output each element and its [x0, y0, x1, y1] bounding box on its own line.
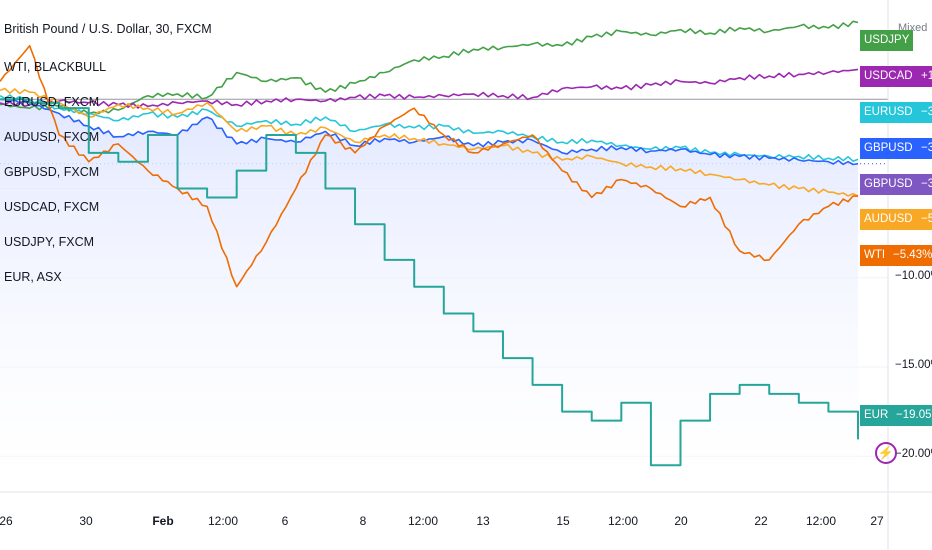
x-tick-label: 12:00 — [607, 514, 639, 528]
lightning-icon[interactable]: ⚡ — [875, 442, 897, 464]
price-badge-symbol: AUDUSD — [860, 209, 917, 230]
price-badge-symbol: WTI — [860, 245, 890, 266]
series-line-audusd — [0, 87, 859, 197]
price-badge-value: +1.67% — [917, 66, 932, 87]
price-badge-value: −5.41% — [917, 209, 932, 230]
price-badge-symbol: EURUSD — [860, 102, 917, 123]
price-badge-symbol: USDJPY — [860, 30, 914, 51]
series-line-eur — [0, 98, 859, 467]
series-layer — [0, 20, 859, 467]
x-tick-label: 6 — [281, 514, 289, 528]
main-symbol-title[interactable]: British Pound / U.S. Dollar, 30, FXCM — [4, 22, 212, 36]
legend-item[interactable]: EUR, ASX — [4, 270, 62, 284]
x-tick-label: 27 — [870, 514, 884, 528]
legend-item[interactable]: AUDUSD, FXCM — [4, 130, 100, 144]
y-tick-label: −10.00% — [895, 269, 932, 282]
legend-item[interactable]: USDJPY, FXCM — [4, 235, 95, 249]
x-tick-label: 12:00 — [805, 514, 837, 528]
y-tick-label: −20.00% — [895, 448, 932, 461]
legend-item[interactable]: GBPUSD, FXCM — [4, 165, 100, 179]
legend-item[interactable]: WTI, BLACKBULL — [4, 60, 107, 74]
price-badge-value: −3.36% — [917, 102, 932, 123]
legend-item[interactable]: USDCAD, FXCM — [4, 200, 100, 214]
x-tick-label: 8 — [359, 514, 367, 528]
x-tick-label: 13 — [476, 514, 490, 528]
series-line-wti — [0, 44, 859, 288]
x-tick-label: 26 — [0, 514, 13, 528]
price-badge-symbol: EUR — [860, 405, 893, 426]
x-tick-label: 12:00 — [207, 514, 239, 528]
price-badge-value: −19.05% — [892, 405, 932, 426]
price-badge-value: −3.61% — [917, 138, 932, 159]
price-badge-value: −5.43% — [889, 245, 932, 266]
legend-item[interactable]: EURUSD, FXCM — [4, 95, 100, 109]
x-tick-label: Feb — [152, 514, 174, 528]
series-line-usdcad — [0, 68, 859, 109]
price-badge-value: −3.61% — [917, 174, 932, 195]
x-tick-label: 22 — [754, 514, 768, 528]
price-badge-symbol: GBPUSD — [860, 138, 917, 159]
y-tick-label: −15.00% — [895, 359, 932, 372]
series-line-gbpusd — [0, 98, 859, 166]
price-badge-symbol: GBPUSD — [860, 174, 917, 195]
x-tick-label: 20 — [674, 514, 688, 528]
x-tick-label: 12:00 — [407, 514, 439, 528]
price-badge-symbol: USDCAD — [860, 66, 917, 87]
x-tick-label: 15 — [556, 514, 570, 528]
x-tick-label: 30 — [79, 514, 93, 528]
series-line-usdjpy — [0, 20, 859, 115]
